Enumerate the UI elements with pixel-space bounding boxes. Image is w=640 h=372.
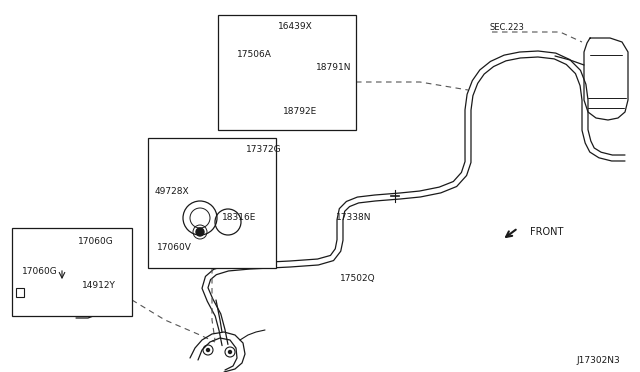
Text: 18792E: 18792E xyxy=(283,108,317,116)
Text: 17060G: 17060G xyxy=(78,237,114,246)
Circle shape xyxy=(207,349,209,352)
Text: 49728X: 49728X xyxy=(155,187,189,196)
Circle shape xyxy=(196,228,204,236)
Text: 17060V: 17060V xyxy=(157,244,192,253)
Text: 18316E: 18316E xyxy=(222,214,257,222)
Bar xyxy=(12,228,132,316)
Text: 17060G: 17060G xyxy=(22,267,58,276)
Text: 18791N: 18791N xyxy=(316,64,351,73)
Text: 17338N: 17338N xyxy=(336,214,371,222)
Text: 17372G: 17372G xyxy=(246,145,282,154)
Text: J17302N3: J17302N3 xyxy=(576,356,620,365)
Bar xyxy=(16,288,24,297)
Bar xyxy=(218,15,356,130)
Text: SEC.223: SEC.223 xyxy=(490,23,525,32)
Text: 14912Y: 14912Y xyxy=(82,282,116,291)
Circle shape xyxy=(228,350,232,353)
Text: FRONT: FRONT xyxy=(530,227,563,237)
Bar xyxy=(148,138,276,268)
Text: 17506A: 17506A xyxy=(237,50,272,59)
Text: 16439X: 16439X xyxy=(278,22,312,31)
Text: 17502Q: 17502Q xyxy=(340,273,376,282)
